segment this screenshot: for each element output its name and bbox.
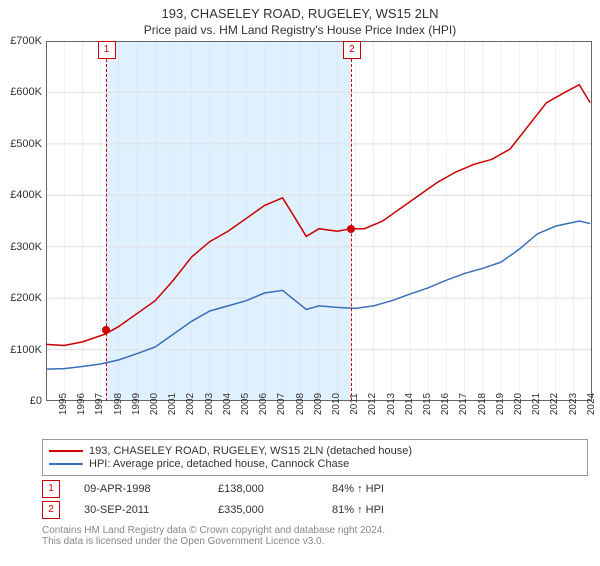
sale-date: 30-SEP-2011 [84,504,194,516]
y-tick-label: £200K [10,292,42,304]
legend-label: HPI: Average price, detached house, Cann… [89,458,349,470]
attribution-footer: Contains HM Land Registry data © Crown c… [42,525,588,547]
y-tick-label: £100K [10,344,42,356]
legend-label: 193, CHASELEY ROAD, RUGELEY, WS15 2LN (d… [89,445,412,457]
plot-area: £0£100K£200K£300K£400K£500K£600K£700K 19… [46,41,592,401]
sale-marker: 1 [98,41,116,59]
legend-item: HPI: Average price, detached house, Cann… [49,458,581,470]
sale-price: £335,000 [218,504,308,516]
chart-svg [46,41,592,401]
sale-point [102,326,110,334]
y-tick-label: £0 [30,395,42,407]
legend-swatch [49,450,83,452]
sale-row: 1 09-APR-1998 £138,000 84% ↑ HPI [42,480,588,498]
sale-vline [106,59,107,401]
y-tick-label: £600K [10,86,42,98]
sales-table: 1 09-APR-1998 £138,000 84% ↑ HPI 2 30-SEP-201… [42,480,588,519]
sale-pct: 81% ↑ HPI [332,504,384,516]
sale-price: £138,000 [218,483,308,495]
sale-row-marker: 1 [42,480,60,498]
y-tick-label: £700K [10,35,42,47]
sale-marker: 2 [343,41,361,59]
y-tick-label: £400K [10,189,42,201]
legend-item: 193, CHASELEY ROAD, RUGELEY, WS15 2LN (d… [49,445,581,457]
footer-line-1: Contains HM Land Registry data © Crown c… [42,525,588,536]
chart-container: 193, CHASELEY ROAD, RUGELEY, WS15 2LN Pr… [0,6,600,566]
sale-point [347,225,355,233]
legend: 193, CHASELEY ROAD, RUGELEY, WS15 2LN (d… [42,439,588,476]
sale-row-marker: 2 [42,501,60,519]
y-tick-label: £300K [10,241,42,253]
chart-subtitle: Price paid vs. HM Land Registry's House … [0,23,600,37]
sale-date: 09-APR-1998 [84,483,194,495]
y-tick-label: £500K [10,138,42,150]
footer-line-2: This data is licensed under the Open Gov… [42,536,588,547]
sale-row: 2 30-SEP-2011 £335,000 81% ↑ HPI [42,501,588,519]
chart-title: 193, CHASELEY ROAD, RUGELEY, WS15 2LN [0,6,600,21]
x-tick-label: 2025 [592,393,600,415]
sale-pct: 84% ↑ HPI [332,483,384,495]
legend-swatch [49,463,83,465]
